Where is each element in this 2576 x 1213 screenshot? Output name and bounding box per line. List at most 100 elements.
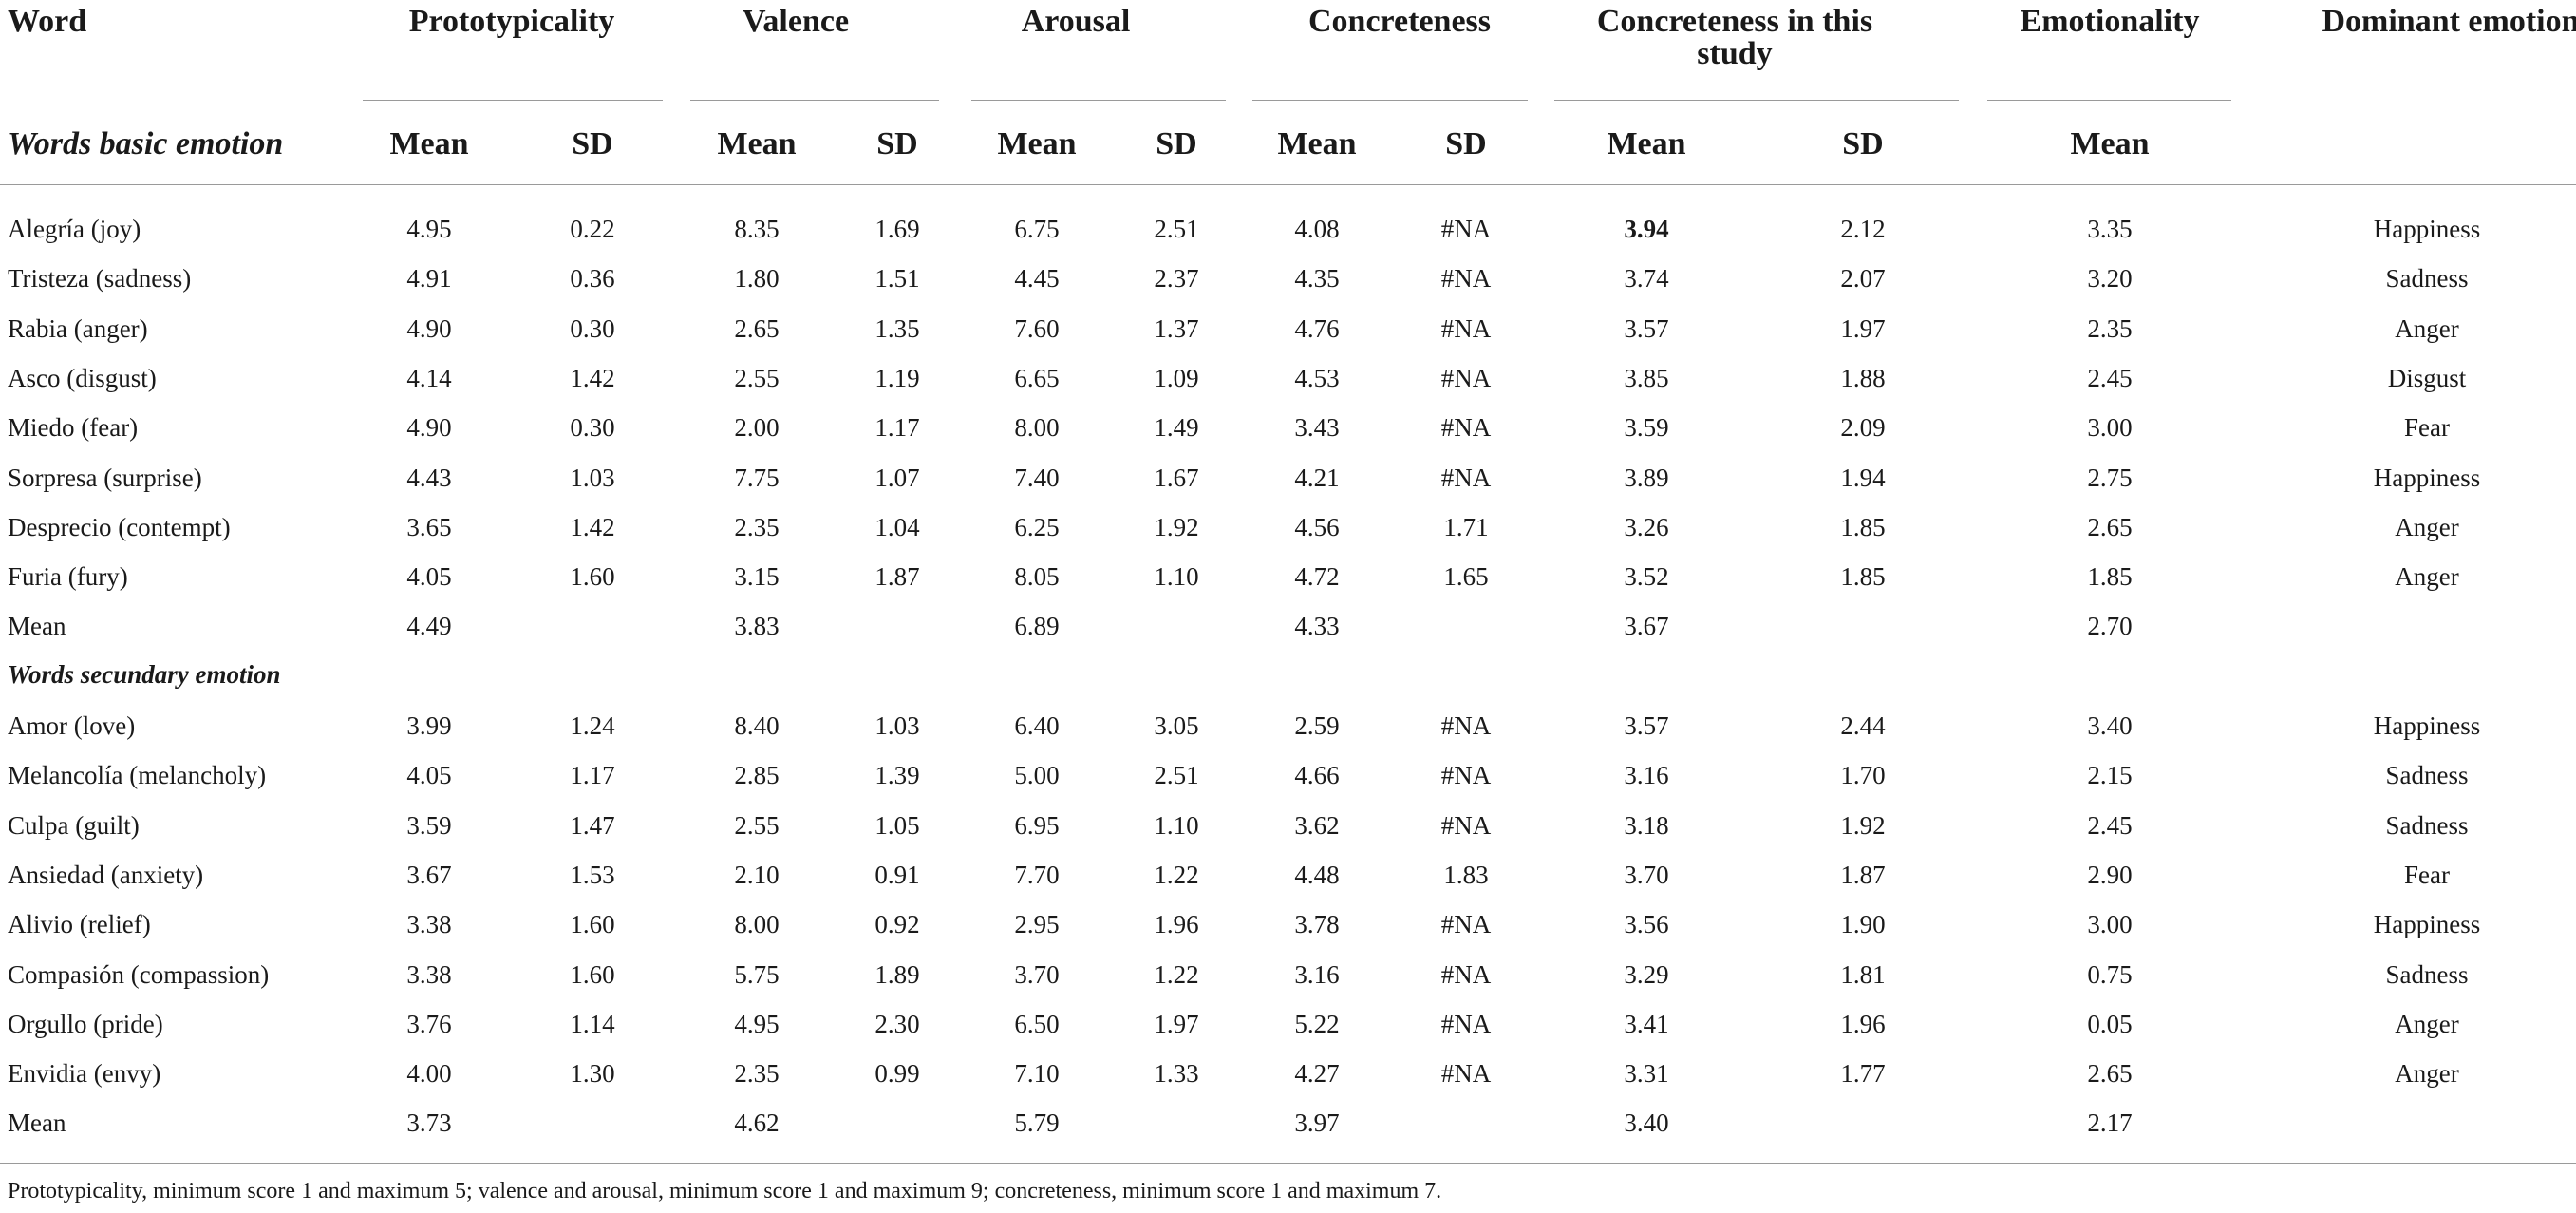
cell-prototypicality-mean: 3.59	[406, 810, 452, 840]
cell-arousal-mean: 7.60	[1014, 313, 1060, 343]
cell-concreteness-study-mean: 3.52	[1624, 562, 1669, 592]
cell-concreteness-study-mean: 3.26	[1624, 512, 1669, 541]
cell-word: Culpa (guilt)	[8, 810, 140, 840]
cell-prototypicality-sd: 1.53	[570, 860, 615, 889]
cell-arousal-mean: 3.70	[1014, 959, 1060, 989]
group-rule-concreteness-study	[1554, 100, 1959, 101]
cell-prototypicality-sd: 1.17	[570, 761, 615, 790]
cell-concreteness-study-sd: 2.09	[1840, 413, 1886, 443]
cell-concreteness-study-sd: 1.81	[1840, 959, 1886, 989]
cell-emotionality-mean: 2.17	[2087, 1109, 2133, 1138]
cell-concreteness-sd: #NA	[1440, 463, 1492, 492]
cell-dominant-emotion: Happiness	[2373, 215, 2481, 243]
cell-emotionality-mean: 2.70	[2087, 612, 2133, 641]
subheader-prototypicality-sd: SD	[572, 126, 613, 161]
cell-prototypicality-sd: 1.47	[570, 810, 615, 840]
cell-concreteness-mean: 5.22	[1294, 1009, 1340, 1038]
cell-arousal-mean: 8.00	[1014, 413, 1060, 443]
cell-concreteness-study-mean: 3.16	[1624, 761, 1669, 790]
cell-word: Asco (disgust)	[8, 363, 157, 392]
cell-prototypicality-mean: 3.99	[406, 711, 452, 740]
cell-word: Alegría (joy)	[8, 215, 141, 243]
cell-valence-mean: 2.35	[734, 1059, 780, 1089]
cell-arousal-sd: 1.33	[1154, 1059, 1199, 1089]
subheader-concreteness-study-sd: SD	[1842, 126, 1884, 161]
cell-concreteness-study-mean: 3.67	[1624, 612, 1669, 641]
cell-valence-mean: 7.75	[734, 463, 780, 492]
cell-concreteness-mean: 3.43	[1294, 413, 1340, 443]
cell-dominant-emotion: Disgust	[2387, 363, 2467, 392]
cell-word: Alivio (relief)	[8, 910, 151, 939]
cell-emotionality-mean: 2.15	[2087, 761, 2133, 790]
cell-concreteness-study-mean: 3.41	[1624, 1009, 1669, 1038]
cell-emotionality-mean: 2.65	[2087, 1059, 2133, 1089]
cell-valence-sd: 1.89	[874, 959, 920, 989]
cell-concreteness-sd: #NA	[1440, 413, 1492, 443]
cell-prototypicality-mean: 4.05	[406, 761, 452, 790]
cell-valence-sd: 2.30	[874, 1009, 920, 1038]
cell-valence-sd: 1.69	[874, 215, 920, 243]
cell-concreteness-study-mean: 3.18	[1624, 810, 1669, 840]
header-prototypicality: Prototypicality	[408, 4, 615, 39]
cell-concreteness-sd: #NA	[1440, 910, 1492, 939]
cell-prototypicality-mean: 3.38	[406, 959, 452, 989]
cell-prototypicality-mean: 4.91	[406, 264, 452, 294]
cell-concreteness-mean: 4.33	[1294, 612, 1340, 641]
cell-concreteness-sd: #NA	[1440, 215, 1492, 243]
cell-arousal-sd: 2.51	[1154, 215, 1199, 243]
cell-concreteness-mean: 4.72	[1294, 562, 1340, 592]
cell-concreteness-study-mean: 3.74	[1624, 264, 1669, 294]
cell-prototypicality-mean: 3.67	[406, 860, 452, 889]
cell-concreteness-study-sd: 1.77	[1840, 1059, 1886, 1089]
cell-arousal-mean: 5.79	[1014, 1109, 1060, 1138]
cell-emotionality-mean: 3.35	[2087, 215, 2133, 243]
cell-valence-sd: 0.91	[874, 860, 920, 889]
cell-arousal-mean: 2.95	[1014, 910, 1060, 939]
cell-concreteness-sd: 1.65	[1443, 562, 1489, 592]
cell-valence-sd: 1.51	[874, 264, 920, 294]
cell-arousal-sd: 1.10	[1154, 562, 1199, 592]
cell-emotionality-mean: 2.90	[2087, 860, 2133, 889]
cell-concreteness-study-sd: 2.07	[1840, 264, 1886, 294]
cell-word: Mean	[8, 612, 66, 641]
subheader-arousal-mean: Mean	[997, 126, 1077, 161]
cell-valence-mean: 2.65	[734, 313, 780, 343]
cell-emotionality-mean: 0.05	[2087, 1009, 2133, 1038]
cell-prototypicality-mean: 3.76	[406, 1009, 452, 1038]
cell-word: Miedo (fear)	[8, 413, 139, 443]
cell-prototypicality-sd: 1.24	[570, 711, 615, 740]
cell-concreteness-mean: 4.76	[1294, 313, 1340, 343]
cell-prototypicality-sd: 1.60	[570, 562, 615, 592]
cell-concreteness-study-sd: 1.97	[1840, 313, 1886, 343]
cell-valence-mean: 8.40	[734, 711, 780, 740]
cell-concreteness-mean: 4.56	[1294, 512, 1340, 541]
cell-concreteness-study-mean: 3.70	[1624, 860, 1669, 889]
cell-arousal-sd: 1.37	[1154, 313, 1199, 343]
subheader-valence-mean: Mean	[717, 126, 797, 161]
table-footnote: Prototypicality, minimum score 1 and max…	[8, 1179, 1442, 1204]
cell-emotionality-mean: 3.00	[2087, 413, 2133, 443]
cell-prototypicality-sd: 1.03	[570, 463, 615, 492]
cell-concreteness-study-sd: 1.85	[1840, 512, 1886, 541]
cell-concreteness-study-sd: 1.85	[1840, 562, 1886, 592]
group-rule-arousal	[971, 100, 1226, 101]
cell-arousal-mean: 8.05	[1014, 562, 1060, 592]
cell-concreteness-sd: #NA	[1440, 1059, 1492, 1089]
cell-arousal-mean: 6.40	[1014, 711, 1060, 740]
cell-word: Sorpresa (surprise)	[8, 463, 202, 492]
cell-arousal-sd: 1.96	[1154, 910, 1199, 939]
cell-concreteness-mean: 4.35	[1294, 264, 1340, 294]
cell-word: Compasión (compassion)	[8, 959, 270, 989]
cell-concreteness-mean: 4.66	[1294, 761, 1340, 790]
group-rule-concreteness	[1252, 100, 1528, 101]
cell-dominant-emotion: Anger	[2395, 512, 2459, 541]
cell-word: Rabia (anger)	[8, 313, 148, 343]
cell-dominant-emotion: Sadness	[2385, 959, 2469, 989]
cell-concreteness-sd: #NA	[1440, 711, 1492, 740]
cell-arousal-mean: 5.00	[1014, 761, 1060, 790]
cell-arousal-mean: 6.25	[1014, 512, 1060, 541]
cell-valence-mean: 2.55	[734, 810, 780, 840]
cell-valence-mean: 2.10	[734, 860, 780, 889]
cell-dominant-emotion: Sadness	[2385, 761, 2469, 790]
cell-emotionality-mean: 2.65	[2087, 512, 2133, 541]
